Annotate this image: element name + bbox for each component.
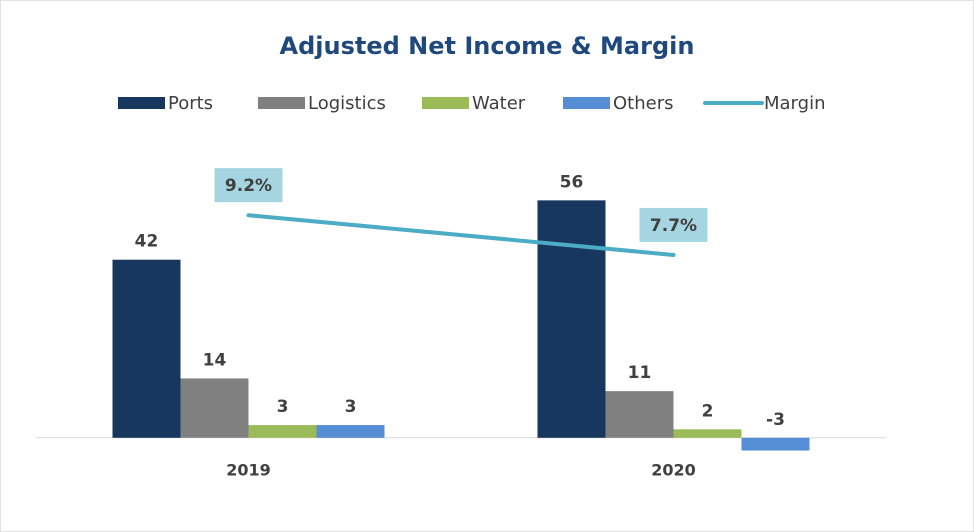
legend-label: Logistics — [308, 93, 386, 114]
bar — [537, 200, 606, 438]
data-label: 7.7% — [650, 216, 697, 236]
bar — [673, 429, 742, 438]
data-label: 11 — [628, 363, 652, 383]
legend-swatch — [118, 97, 165, 109]
bar — [741, 437, 810, 451]
x-tick-label: 2019 — [226, 461, 271, 480]
data-label: 3 — [277, 397, 289, 417]
legend-swatch — [563, 97, 610, 109]
data-label: 2 — [702, 401, 714, 421]
data-label-box — [214, 168, 283, 203]
data-label: 42 — [135, 232, 159, 252]
data-label: 14 — [203, 350, 227, 370]
bar — [248, 425, 317, 438]
data-label-box — [639, 207, 708, 242]
data-label: -3 — [766, 410, 785, 430]
legend-swatch — [422, 97, 469, 109]
legend-swatch — [258, 97, 305, 109]
bar — [112, 259, 181, 438]
margin-line — [246, 213, 676, 257]
bar — [316, 425, 385, 438]
legend-label: Water — [472, 93, 526, 114]
bar — [180, 378, 249, 438]
bar — [605, 391, 674, 438]
data-label: 9.2% — [225, 176, 272, 196]
chart-title: Adjusted Net Income & Margin — [280, 32, 695, 60]
legend-label: Others — [613, 93, 674, 114]
legend-label: Margin — [764, 93, 825, 114]
legend-label: Ports — [168, 93, 213, 114]
x-tick-label: 2020 — [651, 461, 696, 480]
data-label: 3 — [345, 397, 357, 417]
data-label: 56 — [560, 172, 584, 192]
